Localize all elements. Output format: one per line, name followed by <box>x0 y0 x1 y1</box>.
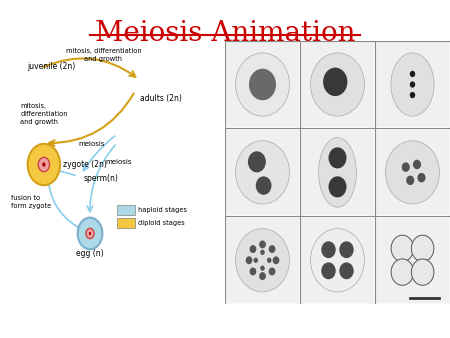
Circle shape <box>235 53 289 116</box>
Circle shape <box>410 81 415 88</box>
Circle shape <box>42 162 45 167</box>
Circle shape <box>249 69 276 100</box>
Text: meiosis: meiosis <box>79 141 105 147</box>
Circle shape <box>28 144 60 185</box>
Circle shape <box>259 272 266 280</box>
Bar <box>226 130 299 215</box>
Circle shape <box>402 162 410 172</box>
Text: zygote (2n): zygote (2n) <box>63 160 107 169</box>
Text: fusion to
form zygote: fusion to form zygote <box>11 195 51 209</box>
Circle shape <box>411 259 434 285</box>
Bar <box>376 218 449 303</box>
Circle shape <box>250 267 256 275</box>
Circle shape <box>250 245 256 253</box>
Bar <box>376 42 449 127</box>
Circle shape <box>235 141 289 204</box>
Circle shape <box>410 71 415 77</box>
Text: diploid stages: diploid stages <box>139 220 185 225</box>
Text: meiosis: meiosis <box>106 159 132 165</box>
Circle shape <box>89 232 91 235</box>
Ellipse shape <box>391 53 434 116</box>
Circle shape <box>391 235 414 262</box>
Circle shape <box>260 250 265 255</box>
Text: adults (2n): adults (2n) <box>140 94 181 103</box>
Text: mitosis, differentiation
and growth: mitosis, differentiation and growth <box>66 48 141 62</box>
FancyBboxPatch shape <box>117 205 135 215</box>
Bar <box>301 42 374 127</box>
Circle shape <box>339 241 354 258</box>
Circle shape <box>248 151 266 172</box>
Circle shape <box>256 176 271 195</box>
Text: haploid stages: haploid stages <box>139 207 187 213</box>
Bar <box>301 218 374 303</box>
Text: egg (n): egg (n) <box>76 249 104 259</box>
Text: Meiosis Animation: Meiosis Animation <box>95 20 355 47</box>
Circle shape <box>310 228 365 292</box>
Ellipse shape <box>319 138 356 207</box>
Circle shape <box>391 259 414 285</box>
Bar <box>376 130 449 215</box>
Circle shape <box>269 267 275 275</box>
Circle shape <box>323 68 347 96</box>
Circle shape <box>321 241 336 258</box>
Circle shape <box>246 256 252 264</box>
Bar <box>301 130 374 215</box>
Circle shape <box>253 258 258 263</box>
FancyBboxPatch shape <box>117 218 135 228</box>
Circle shape <box>86 228 94 239</box>
Circle shape <box>328 176 346 197</box>
Text: sperm(n): sperm(n) <box>83 174 118 184</box>
Circle shape <box>418 173 426 183</box>
Circle shape <box>413 160 421 169</box>
Circle shape <box>310 53 365 116</box>
Circle shape <box>267 258 271 263</box>
Circle shape <box>411 235 434 262</box>
Circle shape <box>77 218 103 249</box>
Circle shape <box>235 228 289 292</box>
Circle shape <box>38 157 50 172</box>
Circle shape <box>410 92 415 98</box>
Bar <box>226 42 299 127</box>
Circle shape <box>259 241 266 248</box>
Circle shape <box>339 262 354 279</box>
Text: juvenile (2n): juvenile (2n) <box>27 62 75 71</box>
Circle shape <box>260 266 265 271</box>
Circle shape <box>328 147 346 168</box>
Circle shape <box>321 262 336 279</box>
Circle shape <box>406 175 414 185</box>
Circle shape <box>269 245 275 253</box>
Circle shape <box>273 256 279 264</box>
Text: mitosis,
differentiation
and growth: mitosis, differentiation and growth <box>20 103 68 125</box>
Bar <box>226 218 299 303</box>
Circle shape <box>386 141 440 204</box>
